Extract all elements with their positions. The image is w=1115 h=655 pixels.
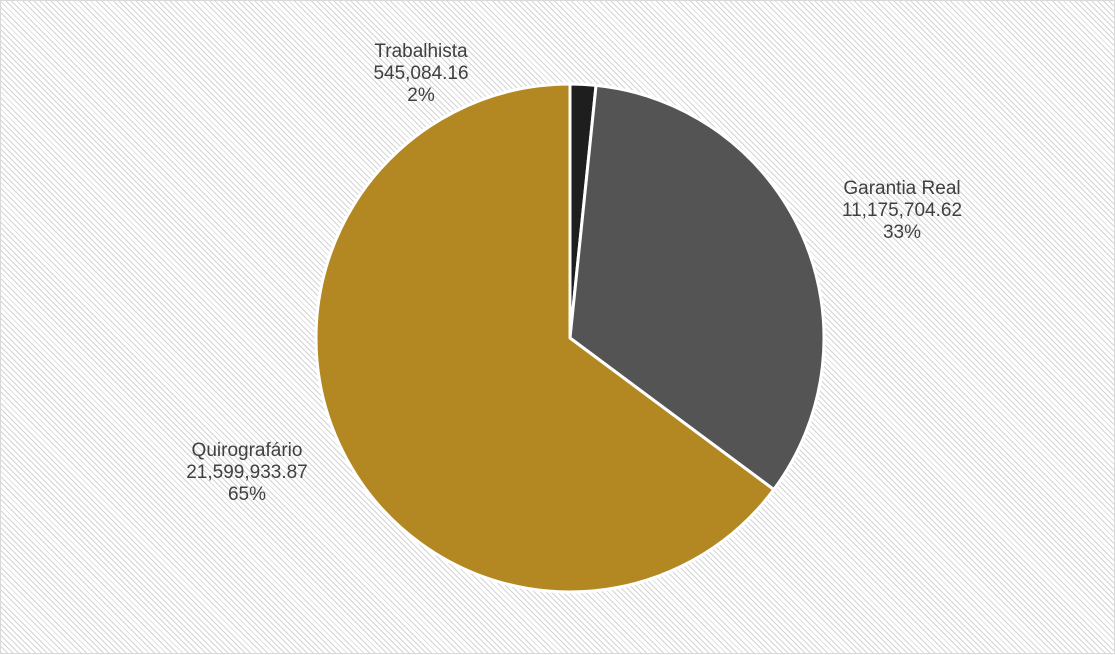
data-label-value-1: 11,175,704.62 <box>842 200 962 221</box>
data-label-percent-2: 65% <box>228 484 266 505</box>
data-label-value-0: 545,084.16 <box>373 63 468 84</box>
data-label-value-2: 21,599,933.87 <box>186 462 308 483</box>
data-label-percent-1: 33% <box>883 222 921 243</box>
data-label-category-1: Garantia Real <box>843 178 960 199</box>
pie-slices <box>314 82 826 594</box>
data-label-category-0: Trabalhista <box>374 41 468 62</box>
data-label-category-2: Quirografário <box>192 440 303 461</box>
pie-slice-quirograf-rio <box>314 82 776 594</box>
pie-slice-garantia-real <box>568 83 826 492</box>
data-label-percent-0: 2% <box>407 85 435 106</box>
